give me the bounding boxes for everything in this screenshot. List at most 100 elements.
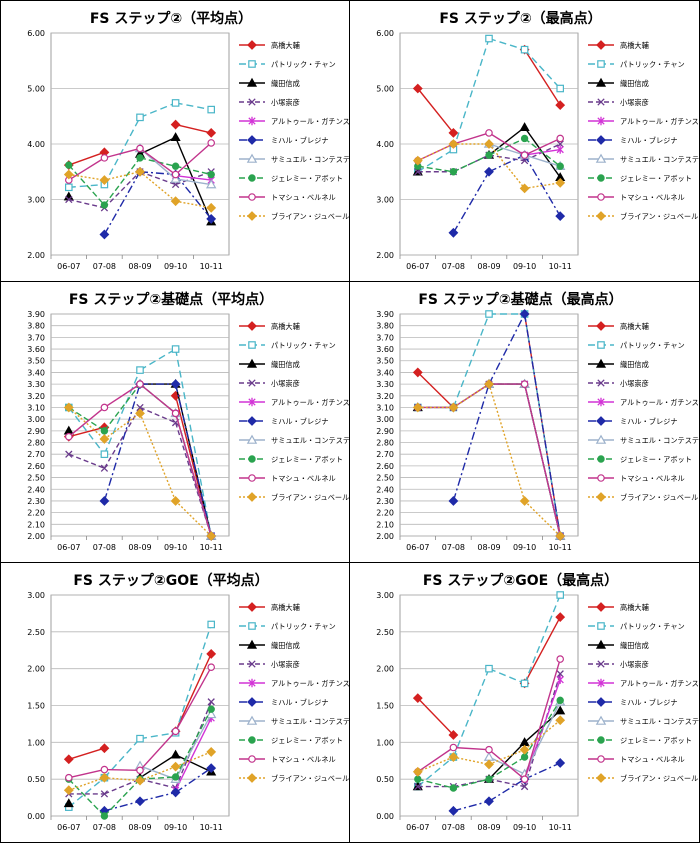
legend-item: ジェレミー・アボット xyxy=(239,455,343,464)
legend-item: アルトゥール・ガチンスキー xyxy=(239,397,351,407)
legend-item: ミハル・ブレジナ xyxy=(239,135,329,145)
legend-label: ブライアン・ジュベール xyxy=(271,774,349,783)
series-line-segment xyxy=(175,500,212,537)
data-point xyxy=(206,214,217,224)
data-point xyxy=(207,663,216,671)
data-point xyxy=(170,173,181,183)
legend-marker xyxy=(248,341,256,349)
legend-marker xyxy=(597,678,605,688)
legend-marker xyxy=(596,773,606,783)
data-point xyxy=(100,154,109,162)
legend-item: サミュエル・コンテスティ xyxy=(239,715,351,726)
legend-label: 高橋大輔 xyxy=(271,41,300,50)
legend-item: 高橋大輔 xyxy=(239,321,300,331)
y-tick-label: 3.20 xyxy=(376,392,394,401)
chart-panel-6: FS ステップ②GOE（最高点） 0.00 0.50 1.00 1.50 2.00 2.50… xyxy=(349,562,700,843)
series-line-segment xyxy=(523,383,561,537)
data-point xyxy=(65,195,73,204)
series-line-segment xyxy=(139,732,176,740)
legend-item: サミュエル・コンテスティ xyxy=(588,715,700,726)
y-tick-label: 3.40 xyxy=(27,368,45,377)
data-point xyxy=(556,84,565,93)
series-line-segment xyxy=(417,756,454,773)
y-tick-label: 2.80 xyxy=(27,439,45,448)
chart-title: FS ステップ②（平均点） xyxy=(90,10,252,27)
data-point xyxy=(63,754,74,765)
data-point xyxy=(555,100,566,111)
series-line-segment xyxy=(453,778,490,788)
data-point xyxy=(135,408,145,419)
data-point xyxy=(100,201,109,209)
x-tick-label: 06-07 xyxy=(406,543,429,552)
y-tick-label: 2.60 xyxy=(27,462,45,471)
series-line-segment xyxy=(104,800,141,812)
data-point xyxy=(448,402,459,413)
data-point xyxy=(484,166,494,177)
legend-marker xyxy=(248,474,256,482)
legend-label: ミハル・ブレジナ xyxy=(271,136,329,145)
legend-label: 織田信成 xyxy=(620,79,649,88)
y-tick-label: 2.50 xyxy=(376,628,394,637)
data-point xyxy=(206,747,217,757)
legend-label: 織田信成 xyxy=(271,360,300,369)
x-tick-label: 06-07 xyxy=(406,823,429,832)
y-tick-label: 3.90 xyxy=(27,310,45,319)
x-tick-label: 07-08 xyxy=(93,262,116,271)
legend-label: 織田信成 xyxy=(271,641,300,650)
y-tick-label: 3.10 xyxy=(27,403,45,412)
data-point xyxy=(556,655,565,663)
series-line-segment xyxy=(68,406,105,432)
data-point xyxy=(171,409,180,418)
y-tick-label: 4.00 xyxy=(27,140,45,149)
chart-panel-3: FS ステップ②基礎点（平均点） 2.00 2.10 2.20 2.30 2.40 2.50… xyxy=(0,281,351,563)
x-tick-label: 08-09 xyxy=(477,543,500,552)
legend-label: パトリック・チャン xyxy=(620,341,685,350)
legend-marker xyxy=(248,455,256,463)
series-line-segment xyxy=(103,383,141,432)
series-line-segment xyxy=(68,151,105,166)
y-tick-label: 3.80 xyxy=(376,322,394,331)
data-point xyxy=(555,612,566,623)
series-line-segment xyxy=(103,117,141,185)
x-tick-label: 10-11 xyxy=(200,262,223,271)
legend-label: ジェレミー・アボット xyxy=(271,455,343,464)
data-point xyxy=(170,787,181,798)
series-line-segment xyxy=(453,383,490,409)
chart-panel-5: FS ステップ②GOE（平均点） 0.00 0.50 1.00 1.50 2.00 2.50… xyxy=(0,562,351,843)
data-point xyxy=(135,796,145,807)
chart-title: FS ステップ②基礎点（最高点） xyxy=(418,291,622,308)
series-line-segment xyxy=(417,697,454,736)
series-line-segment xyxy=(524,49,561,89)
y-tick-label: 2.00 xyxy=(27,532,45,541)
series-line-segment xyxy=(175,174,212,181)
legend-label: トマシュ・ベルネル xyxy=(271,193,336,202)
legend-marker xyxy=(248,174,256,182)
legend-label: 高橋大輔 xyxy=(620,41,649,50)
legend-marker xyxy=(597,455,605,463)
series-group xyxy=(63,166,217,213)
data-point xyxy=(99,229,110,240)
series-line-segment xyxy=(488,313,526,385)
series-line-segment xyxy=(139,171,176,186)
legend-marker xyxy=(247,492,257,502)
data-point xyxy=(207,105,216,114)
data-point xyxy=(170,749,181,759)
data-point xyxy=(448,752,459,762)
data-point xyxy=(99,772,110,783)
series-line-segment xyxy=(174,714,212,780)
data-point xyxy=(449,743,458,752)
series-line-segment xyxy=(523,154,561,217)
x-tick-label: 10-11 xyxy=(200,543,223,552)
x-tick-label: 10-11 xyxy=(549,262,572,271)
series-line-segment xyxy=(417,746,454,773)
y-tick-label: 2.50 xyxy=(27,474,45,483)
x-tick-label: 07-08 xyxy=(93,543,116,552)
legend-marker xyxy=(596,135,606,145)
legend-label: 高橋大輔 xyxy=(271,603,300,612)
series-line-segment xyxy=(139,791,176,802)
legend-marker xyxy=(246,153,258,163)
series-line-segment xyxy=(452,313,490,408)
x-tick-label: 09-10 xyxy=(164,823,187,832)
series-line-segment xyxy=(453,132,490,145)
